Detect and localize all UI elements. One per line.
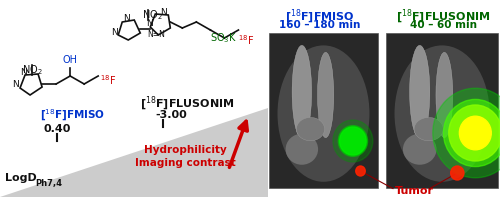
Text: LogD: LogD: [5, 173, 37, 183]
Text: N: N: [20, 68, 26, 76]
Text: Hydrophilicity
Imaging contrast: Hydrophilicity Imaging contrast: [135, 145, 235, 168]
FancyBboxPatch shape: [270, 33, 378, 188]
Text: N=N: N=N: [148, 30, 165, 38]
Ellipse shape: [436, 52, 453, 138]
Text: 0.40: 0.40: [44, 124, 71, 134]
Ellipse shape: [286, 134, 318, 165]
Text: SO$_3$K: SO$_3$K: [210, 31, 238, 45]
Polygon shape: [0, 108, 268, 197]
Text: N: N: [123, 14, 130, 22]
Text: NO$_2$: NO$_2$: [142, 8, 163, 22]
Text: [$^{18}$F]FMISO: [$^{18}$F]FMISO: [40, 108, 106, 123]
Ellipse shape: [278, 45, 370, 182]
Ellipse shape: [414, 117, 443, 141]
Text: N: N: [12, 80, 18, 88]
Text: -3.00: -3.00: [156, 110, 187, 120]
Text: OH: OH: [62, 55, 78, 65]
Text: N: N: [160, 7, 166, 17]
Ellipse shape: [318, 52, 334, 138]
Circle shape: [340, 127, 366, 155]
Circle shape: [444, 99, 500, 167]
Circle shape: [449, 105, 500, 161]
Ellipse shape: [292, 45, 312, 138]
Circle shape: [433, 88, 500, 178]
Ellipse shape: [410, 45, 430, 138]
Text: 160 – 180 min: 160 – 180 min: [279, 20, 360, 30]
Text: $^{18}$F: $^{18}$F: [238, 33, 254, 47]
Circle shape: [338, 126, 368, 156]
FancyBboxPatch shape: [386, 33, 498, 188]
Circle shape: [450, 166, 464, 180]
Ellipse shape: [394, 45, 490, 182]
Text: [$^{18}$F]FMISO: [$^{18}$F]FMISO: [285, 8, 354, 26]
Circle shape: [356, 166, 365, 176]
Text: [$^{18}$F]FLUSONIM: [$^{18}$F]FLUSONIM: [396, 8, 490, 26]
Text: $^{18}$F: $^{18}$F: [100, 73, 116, 87]
Text: Tumor: Tumor: [395, 186, 434, 196]
Text: [$^{18}$F]FLUSONIM: [$^{18}$F]FLUSONIM: [140, 95, 235, 113]
Circle shape: [460, 116, 492, 150]
Text: N: N: [111, 28, 117, 36]
Text: Ph7,4: Ph7,4: [35, 179, 62, 188]
Circle shape: [333, 120, 373, 162]
Text: NO$_2$: NO$_2$: [22, 63, 42, 77]
Text: N: N: [146, 19, 152, 28]
Ellipse shape: [296, 117, 324, 141]
Text: 40 – 60 min: 40 – 60 min: [410, 20, 476, 30]
Ellipse shape: [403, 134, 436, 165]
